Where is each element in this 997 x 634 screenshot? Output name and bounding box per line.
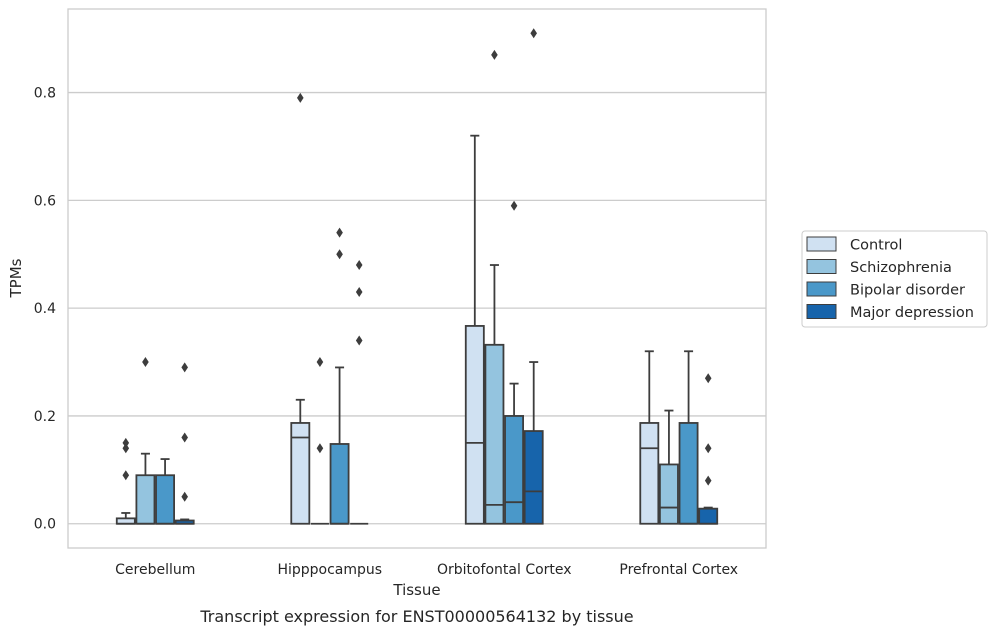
outlier-point (142, 357, 149, 368)
outlier-point (704, 443, 712, 454)
box-body (135, 474, 156, 525)
box-control (290, 92, 311, 525)
y-tick-label: 0.4 (34, 301, 56, 317)
outlier-point (355, 260, 363, 271)
box-bipolar-disorder (678, 350, 699, 525)
box-control (639, 350, 660, 525)
outlier-point (122, 443, 130, 454)
outlier-point (336, 249, 343, 260)
legend-swatch (806, 259, 837, 274)
box-major-depression (698, 373, 719, 525)
box-schizophrenia (659, 409, 679, 525)
x-axis-label: Tissue (392, 581, 440, 599)
box-bipolar-disorder (155, 458, 175, 525)
box-body (155, 474, 175, 525)
outlier-point (316, 357, 324, 368)
outlier-point (704, 475, 712, 486)
legend-label: Major depression (850, 305, 974, 321)
y-tick-label: 0.8 (34, 86, 56, 102)
outlier-point (122, 437, 130, 448)
box-body (659, 463, 679, 525)
legend-entries: Control Schizophrenia Bipolar disorder Majo… (806, 236, 974, 321)
box-body (504, 415, 524, 525)
box-body (464, 325, 485, 525)
box-body (329, 443, 350, 525)
outlier-point (530, 28, 537, 39)
y-tick-label: 0.0 (34, 517, 56, 533)
box-schizophrenia (310, 357, 329, 525)
box-body (290, 422, 311, 525)
figure-caption: Transcript expression for ENST0000056413… (199, 607, 633, 626)
gridlines (68, 91, 766, 525)
y-tick-label: 0.2 (34, 409, 56, 425)
x-tick-label: Orbitofontal Cortex (437, 562, 572, 578)
box-major-depression (350, 260, 369, 525)
box-bipolar-disorder (504, 200, 524, 525)
outlier-point (355, 286, 363, 297)
box-major-depression (174, 362, 195, 525)
legend-label: Control (850, 238, 902, 254)
x-tick-label: Prefrontal Cortex (619, 562, 738, 578)
legend-swatch (806, 236, 837, 252)
box-bipolar-disorder (329, 227, 350, 525)
plot-frame (67, 8, 767, 549)
outlier-point (181, 491, 188, 502)
outlier-point (355, 335, 363, 346)
outlier-point (181, 362, 188, 373)
x-tick-label: Hipppocampus (277, 562, 382, 578)
box-body (523, 430, 544, 525)
y-tick-label: 0.6 (34, 193, 56, 209)
y-axis-label: TPMs (7, 258, 25, 298)
legend-swatch (806, 304, 837, 319)
box-body (484, 343, 505, 525)
legend: Control Schizophrenia Bipolar disorder Majo… (801, 230, 988, 328)
x-ticks: Cerebellum Hipppocampus Orbitofontal Corte… (115, 562, 738, 578)
box-control (464, 134, 485, 525)
y-ticks: 0.0 0.2 0.4 0.6 0.8 (34, 86, 56, 533)
box-major-depression (523, 28, 544, 525)
legend-label: Schizophrenia (850, 260, 952, 276)
outlier-point (510, 200, 518, 211)
outlier-point (336, 227, 343, 238)
outlier-point (704, 373, 712, 384)
box-schizophrenia (135, 357, 156, 525)
outlier-point (491, 49, 498, 60)
outlier-point (316, 443, 324, 454)
legend-swatch (806, 281, 837, 297)
box-control (115, 437, 136, 525)
legend-frame (801, 230, 988, 328)
box-body (678, 422, 699, 525)
x-tick-label: Cerebellum (115, 562, 195, 578)
outlier-point (122, 470, 130, 481)
boxes (115, 28, 719, 525)
box-body (639, 422, 660, 525)
outlier-point (181, 432, 188, 443)
outlier-point (297, 92, 304, 103)
box-body (698, 507, 719, 525)
box-schizophrenia (484, 49, 505, 525)
legend-label: Bipolar disorder (850, 283, 965, 299)
